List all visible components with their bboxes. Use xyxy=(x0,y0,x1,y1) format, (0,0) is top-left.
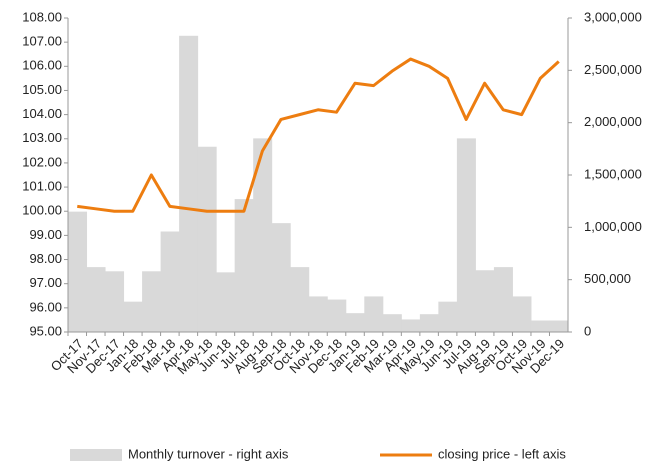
y2-tick-label: 2,000,000 xyxy=(584,114,642,129)
bar xyxy=(549,320,569,332)
bar xyxy=(327,299,347,332)
bar xyxy=(216,272,236,332)
y-tick-label: 102.00 xyxy=(22,154,62,169)
bar xyxy=(160,231,180,332)
bar xyxy=(512,296,532,332)
y-tick-label: 106.00 xyxy=(22,58,62,73)
y2-tick-label: 1,000,000 xyxy=(584,219,642,234)
bar xyxy=(456,138,476,332)
bar xyxy=(401,319,421,332)
bar xyxy=(530,320,550,332)
y-tick-label: 96.00 xyxy=(29,299,62,314)
y-tick-label: 95.00 xyxy=(29,323,62,338)
y-tick-label: 103.00 xyxy=(22,130,62,145)
bar xyxy=(493,267,513,332)
y-tick-label: 105.00 xyxy=(22,82,62,97)
y-tick-label: 98.00 xyxy=(29,251,62,266)
bar xyxy=(105,271,125,332)
legend-label: Monthly turnover - right axis xyxy=(128,446,289,461)
bar xyxy=(253,138,273,332)
y-tick-label: 99.00 xyxy=(29,227,62,242)
bar xyxy=(197,146,217,332)
y-tick-label: 108.00 xyxy=(22,9,62,24)
bar xyxy=(345,313,365,332)
bar xyxy=(142,271,162,332)
y-tick-label: 97.00 xyxy=(29,275,62,290)
y-tick-label: 100.00 xyxy=(22,203,62,218)
bar xyxy=(179,35,199,332)
y-tick-label: 107.00 xyxy=(22,34,62,49)
y2-tick-label: 500,000 xyxy=(584,271,631,286)
line xyxy=(77,57,560,213)
bar xyxy=(271,223,291,332)
y2-tick-label: 3,000,000 xyxy=(584,9,642,24)
y2-tick-label: 1,500,000 xyxy=(584,166,642,181)
legend-swatch xyxy=(70,449,122,461)
bar xyxy=(419,314,439,332)
bar xyxy=(123,301,143,332)
bar xyxy=(382,314,402,332)
bar xyxy=(68,211,88,332)
bar xyxy=(475,270,495,332)
bar xyxy=(308,296,328,332)
bar xyxy=(438,301,458,332)
y-tick-label: 104.00 xyxy=(22,106,62,121)
legend-label: closing price - left axis xyxy=(438,446,566,461)
bar xyxy=(364,296,384,332)
y2-tick-label: 2,500,000 xyxy=(584,62,642,77)
bar xyxy=(234,199,254,332)
bar xyxy=(86,267,106,332)
y-tick-label: 101.00 xyxy=(22,179,62,194)
bar xyxy=(290,267,310,332)
y2-tick-label: 0 xyxy=(584,323,591,338)
